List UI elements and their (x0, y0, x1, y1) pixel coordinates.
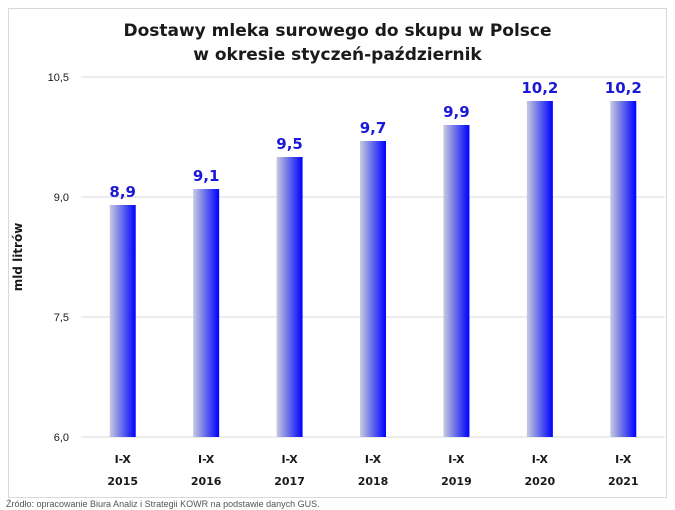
x-tick-label-period: I-X (615, 453, 632, 466)
x-tick-label-period: I-X (115, 453, 132, 466)
x-tick-label-period: I-X (532, 453, 549, 466)
bar (443, 125, 470, 437)
x-tick-label-year: 2020 (525, 475, 556, 488)
bar-value-label: 8,9 (109, 183, 136, 201)
bar-value-label: 9,9 (443, 103, 470, 121)
bar-value-label: 10,2 (521, 79, 558, 97)
x-tick-label-year: 2018 (358, 475, 389, 488)
bar-value-label: 10,2 (605, 79, 642, 97)
x-tick-label-period: I-X (448, 453, 465, 466)
bar (610, 101, 637, 437)
y-tick-label: 6,0 (54, 432, 69, 444)
x-tick-label-year: 2019 (441, 475, 472, 488)
y-tick-label: 10,5 (48, 72, 69, 84)
bar (526, 101, 553, 437)
y-tick-label: 9,0 (54, 192, 69, 204)
y-tick-label: 7,5 (54, 312, 69, 324)
x-tick-label-year: 2021 (608, 475, 639, 488)
x-tick-label-year: 2016 (191, 475, 222, 488)
bar (276, 157, 303, 437)
bar (193, 189, 220, 437)
bar-value-label: 9,7 (360, 119, 387, 137)
x-tick-label-period: I-X (281, 453, 298, 466)
chart-title-line2: w okresie styczeń-październik (193, 45, 482, 65)
bar (109, 205, 136, 437)
x-tick-label-year: 2015 (107, 475, 138, 488)
bar-value-label: 9,5 (276, 135, 303, 153)
bar (360, 141, 386, 437)
x-tick-label-period: I-X (365, 453, 382, 466)
source-note: Źródło: opracowanie Biura Analiz i Strat… (6, 499, 320, 509)
chart-title-line1: Dostawy mleka surowego do skupu w Polsce (123, 21, 552, 41)
x-tick-label-year: 2017 (274, 475, 305, 488)
x-tick-label-period: I-X (198, 453, 215, 466)
bar-value-label: 9,1 (193, 167, 220, 185)
